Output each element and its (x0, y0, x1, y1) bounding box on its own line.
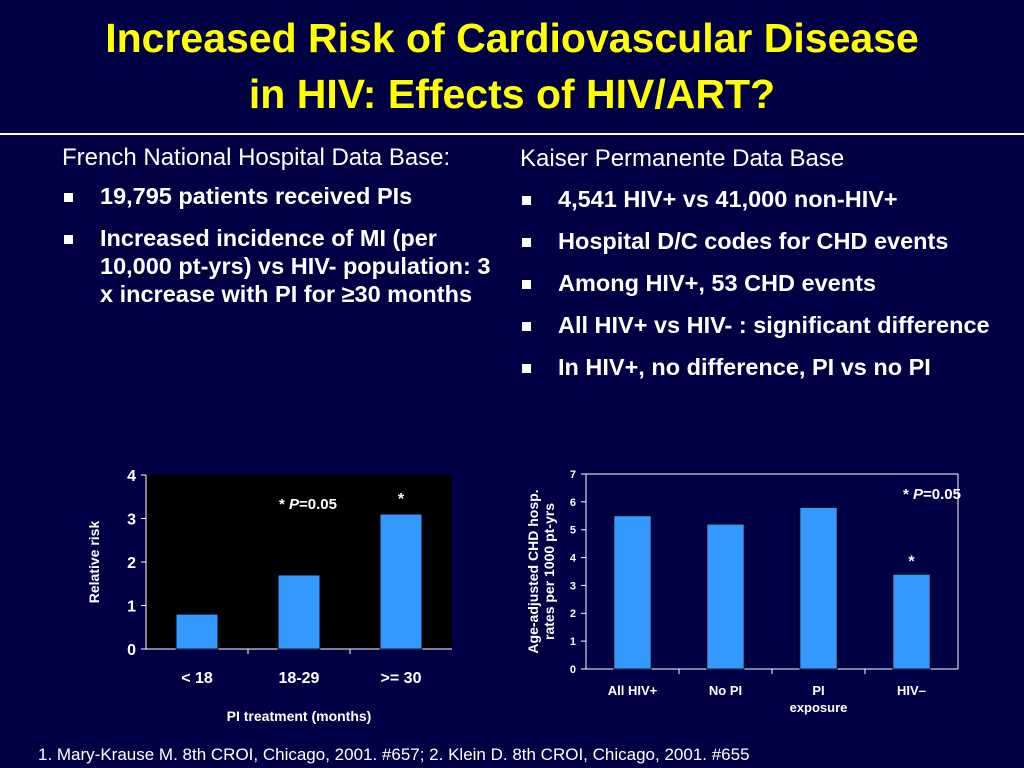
right-bullet-item: 4,541 HIV+ vs 41,000 non-HIV+ (520, 185, 1020, 213)
p-value-annotation-part: =0.05 (923, 486, 961, 503)
square-bullet-icon (64, 235, 73, 244)
left-heading: French National Hospital Data Base: (62, 144, 451, 171)
square-bullet-icon (522, 322, 531, 331)
x-tick-label: >= 30 (381, 670, 422, 687)
bar (706, 523, 745, 670)
bar (799, 507, 838, 670)
bar (277, 574, 321, 650)
x-tick-label: PI (812, 683, 824, 698)
slide-title-line-1: Increased Risk of Cardiovascular Disease (105, 15, 919, 61)
x-tick-label: All HIV+ (608, 683, 658, 698)
left-bullet-list: 19,795 patients received PIs Increased i… (62, 182, 502, 308)
square-bullet-icon (522, 238, 531, 247)
left-bullet-item: Increased incidence of MI (per 10,000 pt… (62, 224, 502, 308)
x-tick-label: No PI (709, 683, 742, 698)
y-axis-title: rates per 1000 pt-yrs (541, 503, 557, 640)
right-column: Kaiser Permanente Data Base 4,541 HIV+ v… (520, 144, 1020, 395)
y-tick-label: 3 (127, 511, 136, 528)
y-tick-label: 0 (570, 664, 576, 676)
right-heading: Kaiser Permanente Data Base (520, 145, 845, 172)
bar (892, 573, 931, 670)
x-tick-label: 18-29 (279, 670, 320, 687)
square-bullet-icon (64, 193, 73, 202)
right-bullet-item: Among HIV+, 53 CHD events (520, 269, 1020, 297)
y-tick-label: 3 (570, 580, 576, 592)
p-value-annotation-part: * (279, 496, 289, 513)
right-bullet-text: Among HIV+, 53 CHD events (558, 270, 876, 296)
title-divider (0, 133, 1024, 135)
right-bullet-item: Hospital D/C codes for CHD events (520, 227, 1020, 255)
y-axis-title: Relative risk (86, 521, 102, 604)
square-bullet-icon (522, 364, 531, 373)
y-tick-label: 0 (127, 642, 136, 659)
p-value-annotation-part: =0.05 (299, 496, 337, 513)
footnote-references: 1. Mary-Krause M. 8th CROI, Chicago, 200… (38, 745, 750, 764)
right-bullet-list: 4,541 HIV+ vs 41,000 non-HIV+ Hospital D… (520, 185, 1020, 381)
x-tick-label: exposure (790, 700, 848, 715)
p-value-annotation-part: P (289, 496, 300, 513)
y-tick-label: 2 (127, 555, 136, 572)
y-tick-label: 4 (570, 553, 577, 565)
p-value-annotation-part: * (903, 486, 913, 503)
right-bullet-text: 4,541 HIV+ vs 41,000 non-HIV+ (558, 186, 898, 212)
left-bullet-text: 19,795 patients received PIs (100, 183, 413, 209)
p-value-annotation: * P=0.05 (903, 486, 961, 503)
significance-star: * (398, 491, 405, 508)
y-tick-label: 1 (570, 636, 576, 648)
right-bullet-item: In HIV+, no difference, PI vs no PI (520, 353, 1020, 381)
y-tick-label: 2 (570, 608, 576, 620)
relative-risk-chart: 0 1 2 3 4 < 18 18-29 >= 30 * * P=0.05 PI treatment… (60, 462, 460, 732)
x-tick-label: HIV– (897, 683, 926, 698)
right-bullet-item: All HIV+ vs HIV- : significant differenc… (520, 311, 1020, 339)
square-bullet-icon (522, 196, 531, 205)
left-column: French National Hospital Data Base: 19,7… (62, 144, 502, 322)
square-bullet-icon (522, 280, 531, 289)
p-value-annotation-part: P (913, 486, 924, 503)
left-bullet-item: 19,795 patients received PIs (62, 182, 502, 210)
right-bullet-text: All HIV+ vs HIV- : significant differenc… (558, 312, 990, 338)
right-bullet-text: In HIV+, no difference, PI vs no PI (558, 354, 931, 380)
x-axis-title: PI treatment (months) (227, 708, 372, 724)
p-value-annotation: * P=0.05 (279, 496, 337, 513)
y-tick-label: 6 (570, 497, 576, 509)
left-bullet-text: Increased incidence of MI (per 10,000 pt… (100, 225, 491, 307)
bar (379, 513, 423, 650)
slide-title: Increased Risk of Cardiovascular Disease… (0, 10, 1024, 122)
bar (175, 613, 219, 650)
y-tick-label: 5 (570, 525, 576, 537)
y-axis-title: Age-adjusted CHD hosp. (525, 489, 541, 653)
significance-star: * (908, 553, 915, 570)
y-tick-label: 1 (127, 598, 136, 615)
bar (613, 515, 652, 670)
slide-title-line-2: in HIV: Effects of HIV/ART? (248, 71, 776, 117)
right-bullet-text: Hospital D/C codes for CHD events (558, 228, 949, 254)
x-tick-label: < 18 (181, 670, 213, 687)
chd-rate-chart: 0 1 2 3 4 5 6 7 All HIV+ No PI PI exposure HIV– * * P=… (520, 462, 980, 724)
y-tick-label: 7 (570, 469, 576, 481)
y-tick-label: 4 (127, 468, 136, 485)
